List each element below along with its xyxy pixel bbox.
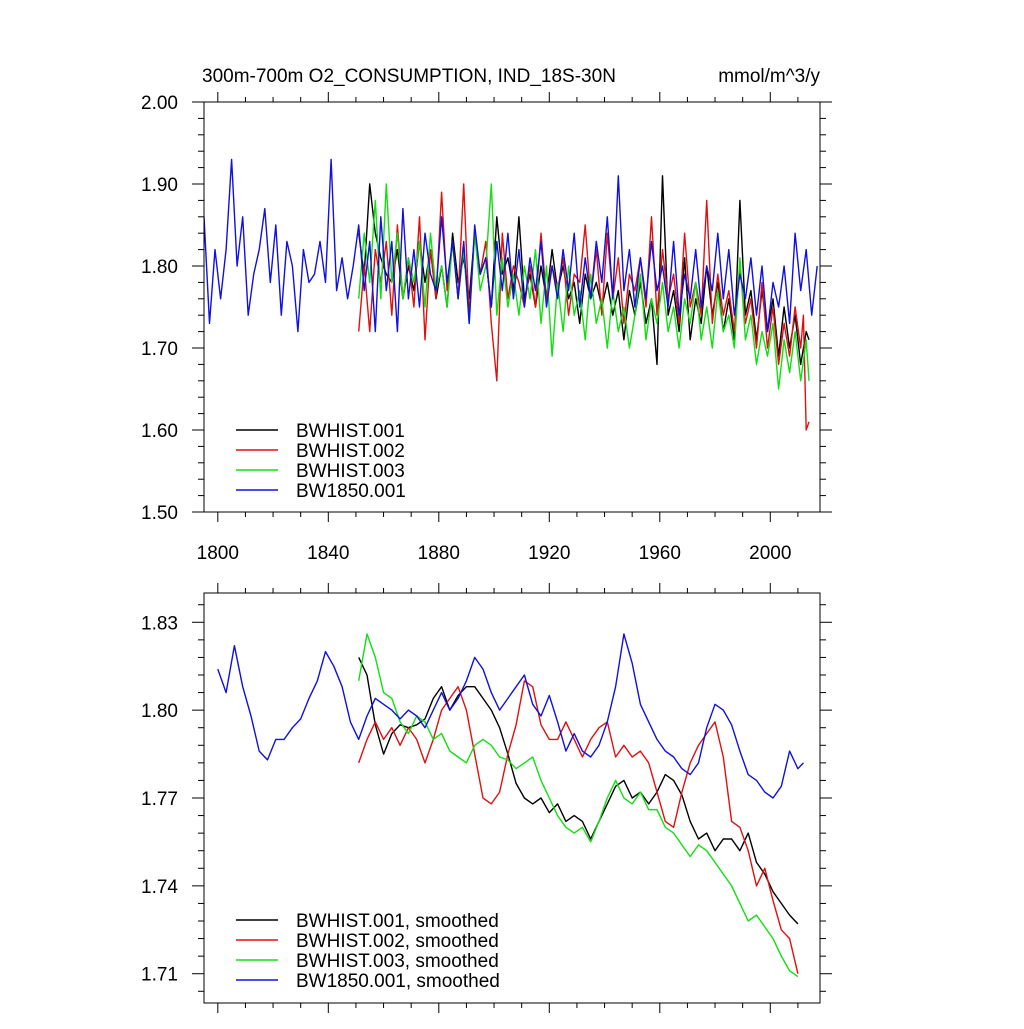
series-line-smoothed-2 [358, 680, 799, 974]
plot-frame [203, 101, 821, 513]
y-tick-label: 1.80 [141, 257, 178, 278]
top-chart-units: mmol/m^3/y [718, 66, 820, 87]
y-tick-label: 1.80 [141, 701, 178, 722]
x-tick-label: 2000 [749, 543, 791, 564]
y-tick-label: 1.70 [141, 339, 178, 360]
y-tick-label: 1.60 [141, 421, 178, 442]
legend-label: BW1850.001, smoothed [296, 971, 500, 992]
legend-label: BW1850.001 [296, 481, 406, 502]
legend-label: BWHIST.001, smoothed [296, 911, 499, 932]
legend-label: BWHIST.001 [296, 421, 405, 442]
legend-label: BWHIST.002, smoothed [296, 931, 499, 952]
series-group [204, 158, 818, 431]
y-tick-label: 1.71 [141, 965, 178, 986]
series-line-smoothed-4 [217, 633, 804, 799]
legend-label: BWHIST.003, smoothed [296, 951, 499, 972]
series-line-smoothed-1 [358, 657, 799, 925]
top-panel: 300m-700m O2_CONSUMPTION, IND_18S-30N mm… [141, 66, 832, 564]
series-line-smoothed-3 [358, 633, 799, 978]
x-tick-label: 1880 [418, 543, 460, 564]
series-group [217, 633, 804, 978]
bottom-panel: 1.71 1.74 1.77 1.80 1.83 BWHIST.001, smoothed… [141, 583, 832, 1013]
series-line-raw-3 [358, 183, 810, 390]
y-tick-label: 1.90 [141, 175, 178, 196]
series-line-raw-4 [204, 158, 818, 333]
y-tick-label: 1.77 [141, 789, 178, 810]
legend-label: BWHIST.003 [296, 461, 405, 482]
y-tick-label: 1.83 [141, 613, 178, 634]
x-tick-label: 1800 [197, 543, 239, 564]
legend-label: BWHIST.002 [296, 441, 405, 462]
x-tick-label: 1920 [528, 543, 570, 564]
x-tick-label: 1840 [307, 543, 349, 564]
x-tick-label: 1960 [639, 543, 681, 564]
y-tick-label: 2.00 [141, 93, 178, 114]
top-chart-title: 300m-700m O2_CONSUMPTION, IND_18S-30N [202, 66, 616, 87]
y-tick-label: 1.74 [141, 877, 178, 898]
y-tick-label: 1.50 [141, 503, 178, 524]
